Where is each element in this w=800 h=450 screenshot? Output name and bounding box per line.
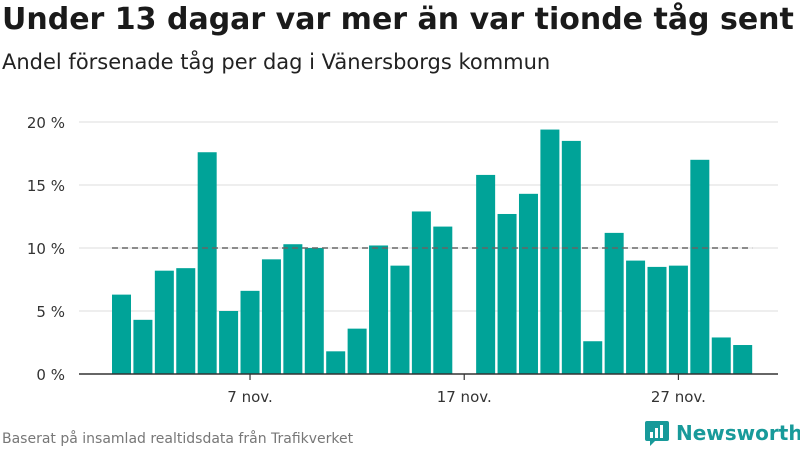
bar [647, 266, 667, 374]
bar [283, 244, 303, 374]
brand-name: Newsworthy [676, 421, 800, 445]
y-axis-ticks: 0 % 5 % 10 % 15 % 20 % [27, 114, 65, 384]
bar [711, 337, 731, 374]
bar [411, 211, 431, 374]
bar [583, 341, 603, 374]
bar [304, 248, 324, 374]
y-tick-label: 10 % [27, 240, 65, 258]
bar [733, 345, 753, 374]
bar [369, 245, 389, 374]
y-tick-label: 5 % [36, 303, 65, 321]
bar [690, 159, 710, 374]
bar-chart: 0 % 5 % 10 % 15 % 20 % 7 nov. 17 nov. 27 nov. [27, 114, 778, 406]
bar [433, 226, 453, 374]
bar [540, 129, 560, 374]
bar [497, 213, 517, 374]
y-tick-label: 15 % [27, 177, 65, 195]
bar [518, 193, 538, 374]
bar [112, 294, 131, 374]
y-tick-label: 0 % [36, 366, 65, 384]
newsworthy-logo-icon [645, 421, 669, 446]
bar [668, 265, 688, 374]
bar [626, 260, 646, 374]
bars [112, 129, 753, 374]
bar [219, 311, 239, 374]
chart-title: Under 13 dagar var mer än var tionde tåg… [2, 2, 794, 37]
bar [197, 152, 217, 374]
bar [261, 259, 281, 374]
x-tick-label: 27 nov. [651, 388, 706, 406]
brand-logo[interactable]: Newsworthy [644, 419, 800, 447]
bar [347, 328, 367, 374]
bar [476, 174, 496, 374]
x-tick-label: 17 nov. [437, 388, 492, 406]
bar [561, 140, 581, 374]
x-axis: 7 nov. 17 nov. 27 nov. [79, 373, 778, 406]
bar [154, 270, 174, 374]
chart-subtitle: Andel försenade tåg per dag i Vänersborg… [2, 50, 551, 74]
bar [604, 232, 624, 374]
bar [133, 319, 153, 374]
source-note: Baserat på insamlad realtidsdata från Tr… [2, 431, 354, 447]
bar [240, 290, 260, 374]
x-tick-label: 7 nov. [227, 388, 272, 406]
bar [176, 268, 196, 374]
y-tick-label: 20 % [27, 114, 65, 132]
bar [326, 351, 346, 374]
bar [390, 265, 410, 374]
